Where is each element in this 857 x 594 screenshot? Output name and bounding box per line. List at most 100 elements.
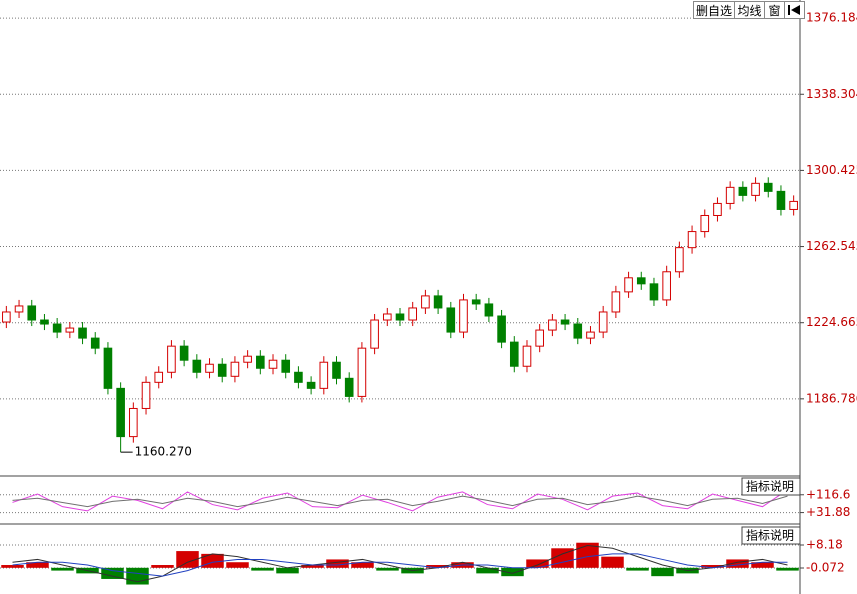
candle-body <box>116 387 125 438</box>
macd-bar <box>251 567 274 571</box>
macd-bar <box>751 562 774 568</box>
candle-body <box>687 231 697 249</box>
candle-body <box>382 313 392 321</box>
macd-bar <box>26 562 49 568</box>
candle-body <box>700 214 710 233</box>
candle-body <box>179 345 189 361</box>
candle-body <box>167 345 176 373</box>
candle-body <box>751 182 760 196</box>
y-tick-label: 1224.665 <box>806 315 857 329</box>
button[interactable]: 均线 <box>734 1 765 19</box>
macd-line <box>12 544 788 583</box>
candle-body <box>319 361 329 389</box>
macd-bar <box>376 567 399 571</box>
candle-body <box>294 371 303 383</box>
candle-body <box>421 295 430 309</box>
macd-bar <box>351 562 374 568</box>
candle-body <box>2 311 11 323</box>
candle-body <box>129 407 138 438</box>
annotation: 1160.270 <box>135 445 192 459</box>
macd-bar <box>201 553 224 568</box>
y-tick-label: +8.18 <box>806 538 843 552</box>
candle-body <box>217 363 227 377</box>
candle-body <box>268 359 278 369</box>
candle-body <box>446 307 456 333</box>
candle-body <box>205 363 214 373</box>
candle-body <box>497 315 506 343</box>
candle-body <box>509 341 519 367</box>
macd-bar <box>151 565 174 568</box>
y-tick-label: 1300.425 <box>806 163 857 177</box>
macd-line <box>12 553 788 577</box>
candle-body <box>357 347 367 397</box>
y-tick-label: +116.6 <box>806 487 850 501</box>
macd-bar <box>226 562 249 568</box>
indicator-box <box>741 526 801 545</box>
candle-body <box>103 347 113 389</box>
candle-body <box>281 359 291 373</box>
candle-body <box>776 190 786 210</box>
candle-body <box>560 319 570 325</box>
candle-body <box>332 361 341 379</box>
candle-body <box>433 295 443 309</box>
macd-bar <box>1 565 24 568</box>
y-tick-label: 1376.184 <box>806 11 857 25</box>
macd-bar <box>551 548 574 568</box>
candle-body <box>370 319 379 349</box>
macd-bar <box>651 567 674 577</box>
macd-bar <box>526 559 549 568</box>
indicator-box <box>741 477 801 496</box>
candle-body <box>535 329 544 347</box>
candle-body <box>306 381 316 389</box>
macd-bar <box>576 542 599 568</box>
indicator-label: 指标说明 <box>746 528 794 543</box>
macd-bar <box>726 559 749 568</box>
candle-body <box>522 345 532 367</box>
candle-body <box>408 307 418 321</box>
candle-body <box>484 303 494 317</box>
candle-body <box>256 355 265 369</box>
y-tick-label: 1186.786 <box>806 391 857 405</box>
candle-body <box>90 337 100 349</box>
candle-body <box>459 299 468 333</box>
macd-bar <box>701 565 724 568</box>
y-tick-label: 1262.545 <box>806 239 857 253</box>
candle-body <box>586 331 595 339</box>
candle-body <box>344 377 354 397</box>
button[interactable]: 窗 <box>764 1 785 19</box>
button-icon[interactable] <box>784 1 805 19</box>
macd-bar <box>476 567 499 574</box>
candle-body <box>192 359 202 373</box>
candle-body <box>243 355 252 363</box>
macd-bar <box>326 559 349 568</box>
candle-body <box>40 319 49 325</box>
button[interactable]: 删自选 <box>693 1 735 19</box>
macd-bar <box>626 567 649 571</box>
candle-body <box>636 277 646 285</box>
macd-bar <box>601 556 624 568</box>
y-tick-label: -0.072 <box>806 561 845 575</box>
y-tick-label: +31.88 <box>806 505 850 519</box>
candle-body <box>154 371 164 383</box>
macd-bar <box>426 565 449 568</box>
macd-bar <box>301 565 324 568</box>
macd-bar <box>776 567 799 571</box>
candle-body <box>52 323 62 333</box>
candle-body <box>548 319 557 331</box>
candle-body <box>713 202 722 216</box>
candle-body <box>763 182 773 192</box>
candle-body <box>662 271 671 301</box>
candle-body <box>573 323 583 339</box>
candle-body <box>611 291 621 313</box>
indicator-label: 指标说明 <box>746 479 794 494</box>
indicator-line <box>12 495 788 508</box>
candle-body <box>65 327 75 333</box>
icon <box>788 5 800 15</box>
candle-body <box>649 283 659 301</box>
macd-bar <box>101 567 124 579</box>
indicator-line <box>12 489 788 512</box>
macd-bar <box>501 567 524 577</box>
macd-bar <box>51 567 74 571</box>
candle-body <box>675 247 684 273</box>
